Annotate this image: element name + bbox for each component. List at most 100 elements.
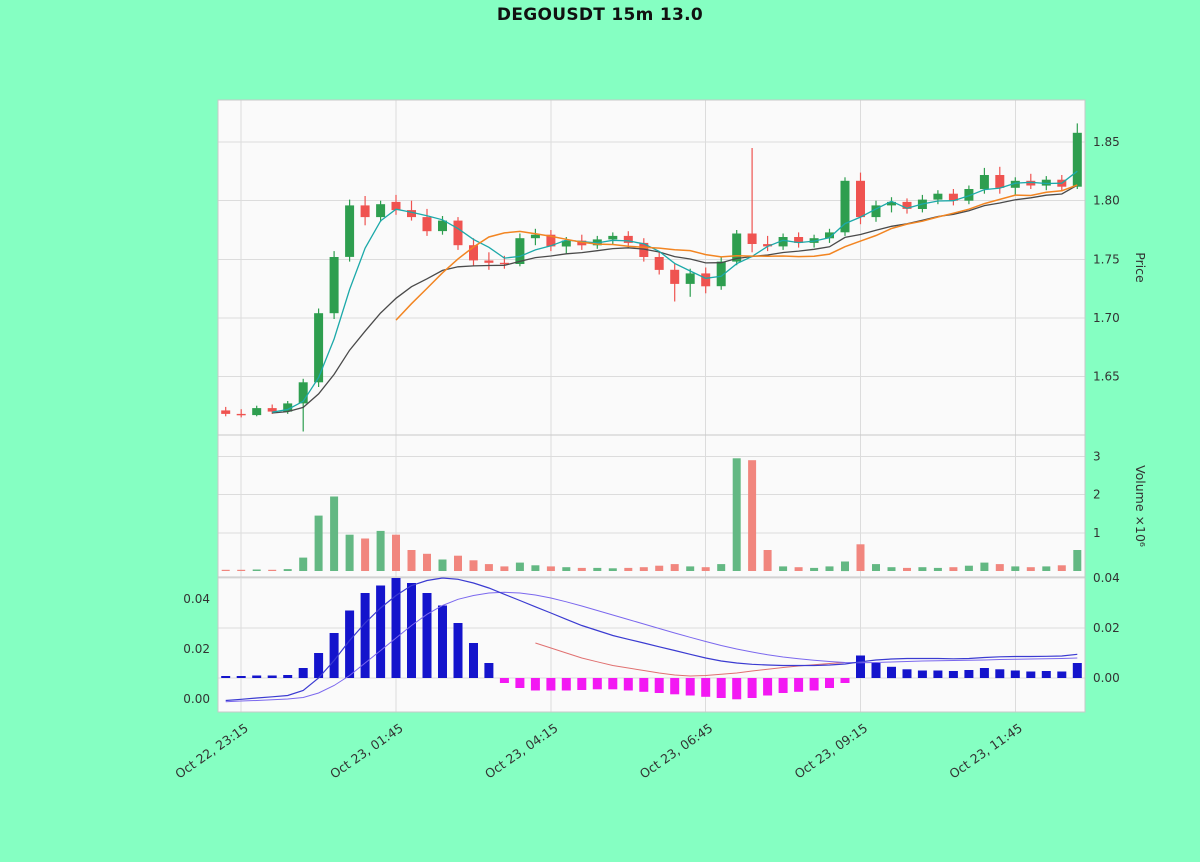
candle-body [902,201,912,209]
macd-histogram [221,578,1082,700]
macd-bar [794,678,804,692]
macd-bar [422,593,432,678]
macd-bar [701,678,711,697]
macd-bar [252,675,262,678]
macd-aux-line [535,642,846,677]
macd-right-tick-label: 0.00 [1093,671,1120,685]
volume-bars [221,458,1082,572]
macd-bar [391,578,401,678]
macd-left-tick-label: 0.04 [183,592,210,606]
candle-body [1072,132,1082,187]
volume-bar [500,566,509,571]
volume-bar [918,567,927,571]
macd-bar [1026,671,1036,678]
volume-bar [1057,565,1066,571]
volume-bar [577,567,586,571]
candle-body [778,237,788,247]
volume-bar [887,567,896,571]
macd-bar [329,633,339,678]
x-tick-label: Oct 23, 09:15 [792,720,871,781]
volume-bar [1073,550,1082,571]
volume-bar [361,538,370,571]
volume-bar [933,567,942,571]
candle-body [469,245,478,261]
volume-bar [562,567,571,571]
macd-bar [964,670,974,678]
macd-bar [499,678,509,683]
candle-body [236,413,246,416]
macd-bar [825,678,834,688]
price-tick-label: 1.70 [1093,311,1120,325]
volume-tick-label: 1 [1093,526,1101,540]
candle-body [887,201,896,206]
volume-bar [856,544,865,571]
candle-body [546,234,556,247]
macd-bar [592,678,602,690]
volume-bar [221,569,230,571]
x-tick-label: Oct 23, 04:15 [482,720,561,781]
x-tick-label: Oct 22, 23:15 [172,720,251,781]
candle-body [221,410,231,414]
macd-bar [298,668,308,678]
volume-bar [330,496,339,571]
ma-fast-line [272,170,1078,413]
macd-bar [283,675,293,678]
macd-bar [778,678,788,693]
macd-left-tick-label: 0.00 [183,692,210,706]
x-tick-label: Oct 23, 11:45 [946,720,1025,781]
volume-tick-label: 2 [1093,488,1101,502]
volume-bar [732,458,741,571]
candle-body [747,233,757,244]
candle-body [654,257,664,270]
volume-bar [531,565,540,571]
candle-body [995,175,1005,188]
candles [221,123,1082,432]
candle-body [530,234,540,239]
volume-bar [454,555,462,571]
volume-tick-label: 3 [1093,449,1101,463]
volume-bar [515,562,524,571]
macd-bar [360,593,370,678]
volume-bar [546,566,555,571]
candle-body [298,382,308,404]
macd-bar [995,669,1005,679]
macd-right-tick-label: 0.02 [1093,621,1120,635]
candle-body [670,269,680,284]
candle-body [840,180,850,233]
macd-bar [515,678,525,688]
macd-bar [917,670,927,678]
candle-body [345,205,355,257]
macd-signal-line [225,591,1078,703]
macd-bar [670,678,680,695]
candle-body [252,408,262,416]
volume-bar [407,550,416,571]
volume-bar [748,460,757,571]
volume-bar [268,569,277,571]
candle-body [283,403,293,412]
price-tick-label: 1.65 [1093,369,1120,383]
volume-bar [794,567,803,571]
macd-bar [1041,671,1051,678]
macd-bar [221,676,231,678]
macd-bar [948,671,958,678]
volume-bar [314,515,323,571]
macd-bar [314,653,324,678]
volume-bar [717,564,726,571]
macd-bar [407,583,416,678]
candle-body [438,220,447,232]
macd-bar [438,605,447,678]
macd-bar [623,678,633,691]
candle-body [1010,180,1020,188]
candle-body [856,180,865,218]
ma-mid-line [395,184,1078,321]
x-tick-label: Oct 23, 06:45 [637,720,716,781]
volume-bar [980,562,989,571]
volume-bar [345,534,354,571]
macd-bar [809,678,819,691]
macd-bar [453,623,463,678]
candle-body [1026,180,1036,186]
macd-bar [1072,663,1082,678]
macd-bar [1057,671,1067,678]
candle-body [376,204,386,218]
